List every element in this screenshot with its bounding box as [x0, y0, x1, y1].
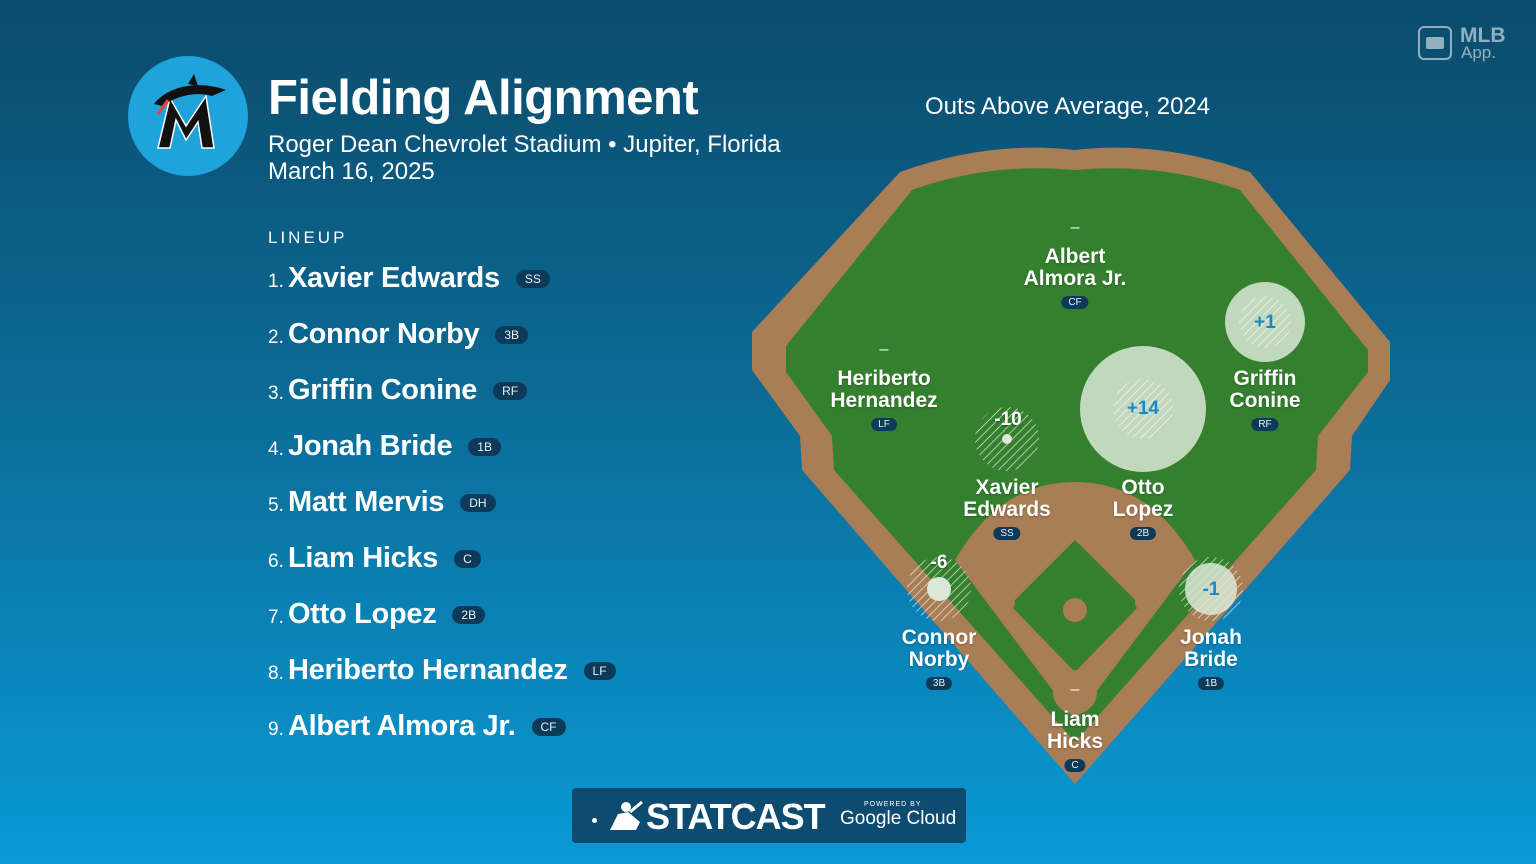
oaa-value: -6	[930, 552, 948, 573]
oaa-circle-1b	[1185, 563, 1237, 615]
lineup-number: 9.	[268, 719, 284, 740]
field-position-tag: LF	[871, 418, 897, 431]
position-badge: 1B	[468, 438, 501, 456]
lineup-item: 8. Heriberto Hernandez LF	[268, 654, 616, 690]
oaa-value: +14	[1126, 398, 1160, 419]
statcast-wordmark: STATCAST	[646, 796, 826, 837]
lineup-item: 5. Matt Mervis DH	[268, 486, 496, 522]
team-logo	[128, 56, 248, 176]
app-badge-line2: App.	[1461, 43, 1496, 62]
field-position-tag: SS	[993, 527, 1021, 540]
oaa-value: –	[1070, 681, 1080, 698]
oaa-value: +1	[1254, 312, 1276, 333]
lineup-player-name: Otto Lopez	[288, 598, 437, 630]
page-subtitle: Roger Dean Chevrolet Stadium • Jupiter, …	[268, 131, 781, 185]
oaa-hatch-rf	[1239, 296, 1291, 348]
position-badge: 3B	[495, 326, 529, 344]
field-player-label: Xavier Edwards	[963, 476, 1051, 521]
field-player-label: Otto Lopez	[1112, 476, 1174, 521]
lineup-number: 8.	[268, 663, 284, 684]
lineup-player-name: Albert Almora Jr.	[288, 710, 516, 742]
pitchers-mound	[1063, 598, 1087, 622]
field-player-label: Connor Norby	[901, 626, 977, 671]
lineup-player-name: Heriberto Hernandez	[288, 654, 568, 686]
lineup-item: 4. Jonah Bride 1B	[268, 430, 501, 466]
lineup-number: 3.	[268, 383, 284, 404]
field-position-tag: C	[1064, 759, 1086, 772]
field-player-label: Jonah Bride	[1180, 626, 1242, 671]
lineup-item: 7. Otto Lopez 2B	[268, 598, 486, 634]
marlins-logo-icon	[154, 74, 226, 149]
lineup-number: 6.	[268, 551, 284, 572]
lineup-player-name: Xavier Edwards	[288, 262, 500, 294]
page-title: Fielding Alignment	[268, 71, 699, 125]
lineup-item: 6. Liam Hicks C	[268, 542, 481, 578]
date-text: March 16, 2025	[268, 158, 435, 185]
field-player-label: Heriberto Hernandez	[830, 367, 938, 412]
position-badge: RF	[493, 382, 528, 400]
oaa-hatch-2b	[1113, 379, 1173, 439]
lineup-number: 2.	[268, 327, 284, 348]
lineup-number: 4.	[268, 439, 284, 460]
lineup-heading: LINEUP	[268, 228, 348, 247]
field-position-tag: 2B	[1129, 527, 1157, 540]
dot-icon	[592, 818, 597, 823]
google-cloud-text: Google Cloud	[840, 808, 957, 829]
position-badge: LF	[583, 662, 616, 680]
lineup-item: 3. Griffin Conine RF	[268, 374, 528, 410]
position-badge: DH	[460, 494, 496, 512]
powered-by-text: POWERED BY	[864, 801, 922, 808]
lineup-number: 5.	[268, 495, 284, 516]
lineup-item: 1. Xavier Edwards SS	[268, 262, 550, 298]
oaa-circle-ss	[1002, 434, 1012, 444]
oaa-circle-3b	[927, 577, 951, 601]
field-position-tag: 1B	[1197, 677, 1225, 690]
position-badge: C	[454, 550, 481, 568]
position-badge: SS	[515, 270, 550, 288]
lineup-player-name: Matt Mervis	[288, 486, 445, 518]
lineup-number: 7.	[268, 607, 284, 628]
lineup-item: 9. Albert Almora Jr. CF	[268, 710, 566, 746]
lineup-player-name: Liam Hicks	[288, 542, 439, 574]
lineup-player-name: Griffin Conine	[288, 374, 478, 406]
venue-text: Roger Dean Chevrolet Stadium • Jupiter, …	[268, 131, 781, 158]
first-base-cutout	[1135, 592, 1155, 612]
lineup-player-name: Jonah Bride	[288, 430, 453, 462]
statcast-badge: STATCAST POWERED BY Google Cloud	[572, 788, 966, 843]
position-badge: 2B	[452, 606, 486, 624]
oaa-value: -1	[1202, 579, 1220, 600]
field-position-tag: CF	[1061, 296, 1089, 309]
mlb-app-badge: MLB App.	[1418, 24, 1514, 64]
outfield-grass	[786, 168, 1368, 742]
position-badge: CF	[531, 718, 566, 736]
field-player-label: Liam Hicks	[1046, 708, 1104, 753]
lineup-number: 1.	[268, 271, 284, 292]
oaa-value: –	[879, 341, 889, 358]
app-badge-line1: MLB	[1460, 24, 1506, 47]
third-base-cutout	[995, 592, 1015, 612]
lineup-item: 2. Connor Norby 3B	[268, 318, 529, 354]
mlb-logo-icon	[1418, 26, 1452, 60]
field-position-tag: 3B	[925, 677, 953, 690]
oaa-value: –	[1070, 219, 1080, 236]
home-plate-area	[1053, 670, 1097, 714]
chart-title: Outs Above Average, 2024	[925, 93, 1211, 120]
lineup-player-name: Connor Norby	[288, 318, 480, 350]
field-player-label: Albert Almora Jr.	[1023, 245, 1127, 290]
field-player-label: Griffin Conine	[1229, 367, 1301, 412]
field-position-tag: RF	[1251, 418, 1279, 431]
oaa-value: -10	[994, 409, 1022, 430]
batter-silhouette-icon	[610, 800, 643, 830]
